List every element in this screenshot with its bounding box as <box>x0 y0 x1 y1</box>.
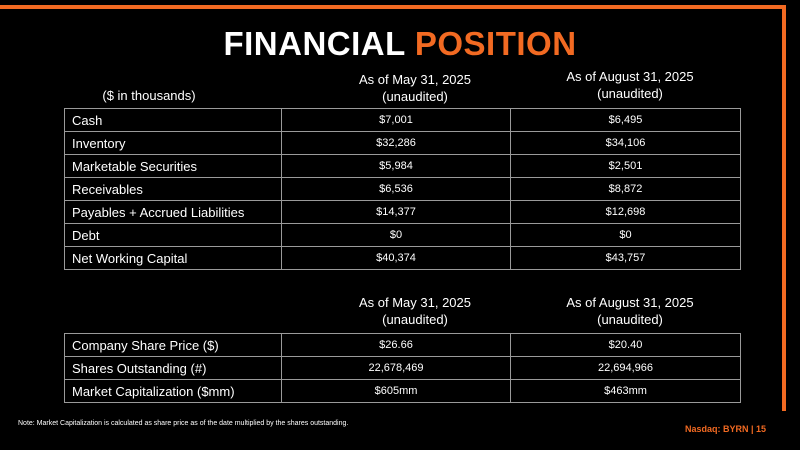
cell-may: $7,001 <box>281 108 511 132</box>
table-row: Market Capitalization ($mm) $605mm $463m… <box>64 379 741 403</box>
row-label: Payables + Accrued Liabilities <box>64 200 282 224</box>
top-accent-bar <box>0 5 786 9</box>
market-col-may-date: As of May 31, 2025 <box>358 295 471 310</box>
ticker-page-number: Nasdaq: BYRN | 15 <box>684 424 766 434</box>
table-row: Shares Outstanding (#) 22,678,469 22,694… <box>64 356 741 380</box>
cell-aug: $463mm <box>510 379 741 403</box>
row-label: Cash <box>64 108 282 132</box>
units-label: ($ in thousands) <box>102 88 196 103</box>
row-label: Net Working Capital <box>64 246 282 270</box>
balance-col-may-date: As of May 31, 2025 <box>358 72 471 87</box>
cell-may: $14,377 <box>281 200 511 224</box>
market-col-aug-date: As of August 31, 2025 <box>566 295 694 310</box>
cell-aug: $43,757 <box>510 246 741 270</box>
cell-may: $6,536 <box>281 177 511 201</box>
cell-may: $605mm <box>281 379 511 403</box>
balance-sheet-table: Cash $7,001 $6,495 Inventory $32,286 $34… <box>64 108 741 270</box>
market-col-may-sub: (unaudited) <box>382 312 448 327</box>
cell-aug: $0 <box>510 223 741 247</box>
row-label: Market Capitalization ($mm) <box>64 379 282 403</box>
row-label: Company Share Price ($) <box>64 333 282 357</box>
balance-col-may-header: As of May 31, 2025 (unaudited) <box>320 71 510 105</box>
row-label: Receivables <box>64 177 282 201</box>
cell-aug: $2,501 <box>510 154 741 178</box>
row-label: Shares Outstanding (#) <box>64 356 282 380</box>
cell-aug: $34,106 <box>510 131 741 155</box>
table-row: Net Working Capital $40,374 $43,757 <box>64 246 741 270</box>
market-col-aug-header: As of August 31, 2025 (unaudited) <box>535 294 725 328</box>
cell-aug: $8,872 <box>510 177 741 201</box>
market-col-aug-sub: (unaudited) <box>597 312 663 327</box>
cell-aug: $6,495 <box>510 108 741 132</box>
cell-aug: $12,698 <box>510 200 741 224</box>
table-row: Inventory $32,286 $34,106 <box>64 131 741 155</box>
cell-may: $0 <box>281 223 511 247</box>
cell-may: $26.66 <box>281 333 511 357</box>
title-part-2: POSITION <box>414 25 577 62</box>
table-row: Cash $7,001 $6,495 <box>64 108 741 132</box>
cell-may: 22,678,469 <box>281 356 511 380</box>
row-label: Marketable Securities <box>64 154 282 178</box>
market-col-may-header: As of May 31, 2025 (unaudited) <box>320 294 510 328</box>
row-label: Inventory <box>64 131 282 155</box>
cell-aug: $20.40 <box>510 333 741 357</box>
cell-may: $32,286 <box>281 131 511 155</box>
title-part-1: FINANCIAL <box>223 25 415 62</box>
table-row: Company Share Price ($) $26.66 $20.40 <box>64 333 741 357</box>
balance-col-aug-header: As of August 31, 2025 (unaudited) <box>535 68 725 102</box>
table-row: Payables + Accrued Liabilities $14,377 $… <box>64 200 741 224</box>
balance-col-may-sub: (unaudited) <box>382 89 448 104</box>
footnote: Note: Market Capitalization is calculate… <box>18 420 349 427</box>
row-label: Debt <box>64 223 282 247</box>
table-row: Debt $0 $0 <box>64 223 741 247</box>
balance-col-aug-sub: (unaudited) <box>597 86 663 101</box>
balance-col-aug-date: As of August 31, 2025 <box>566 69 694 84</box>
page-title: FINANCIAL POSITION <box>0 24 800 64</box>
right-accent-bar <box>782 5 786 411</box>
cell-may: $40,374 <box>281 246 511 270</box>
table-row: Marketable Securities $5,984 $2,501 <box>64 154 741 178</box>
cell-may: $5,984 <box>281 154 511 178</box>
table-row: Receivables $6,536 $8,872 <box>64 177 741 201</box>
market-table: Company Share Price ($) $26.66 $20.40 Sh… <box>64 333 741 403</box>
cell-aug: 22,694,966 <box>510 356 741 380</box>
